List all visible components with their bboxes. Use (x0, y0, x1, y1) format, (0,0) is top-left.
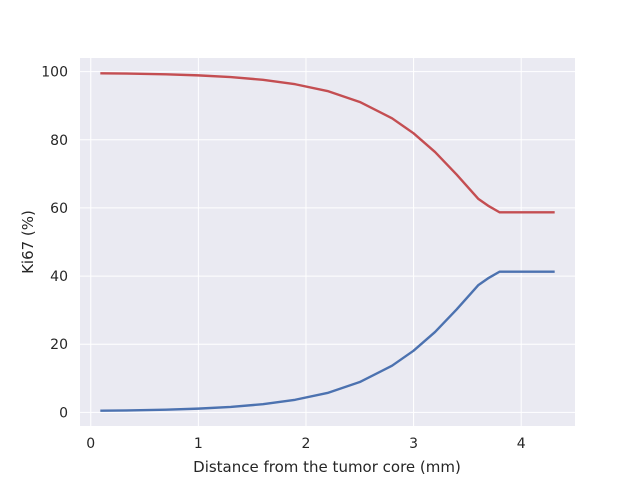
y-tick-label: 80 (50, 133, 68, 149)
y-tick-label: 0 (59, 405, 68, 421)
x-tick-label: 2 (302, 436, 311, 452)
x-tick-label: 0 (86, 436, 95, 452)
series-layer (100, 72, 555, 412)
plot-area (80, 58, 575, 426)
x-tick-labels: 0 1 2 3 4 (86, 436, 525, 452)
y-axis-label: Ki67 (%) (19, 210, 37, 274)
x-tick-label: 3 (409, 436, 418, 452)
y-tick-label: 100 (41, 65, 68, 81)
x-axis-label: Distance from the tumor core (mm) (193, 458, 461, 476)
y-tick-labels: 0 20 40 60 80 100 (41, 65, 68, 422)
series-line-2 (100, 270, 555, 412)
grid (80, 58, 575, 426)
x-tick-label: 1 (194, 436, 203, 452)
y-tick-label: 20 (50, 337, 68, 353)
series-line-1 (100, 72, 555, 214)
y-tick-label: 60 (50, 201, 68, 217)
y-tick-label: 40 (50, 269, 68, 285)
x-tick-label: 4 (517, 436, 526, 452)
